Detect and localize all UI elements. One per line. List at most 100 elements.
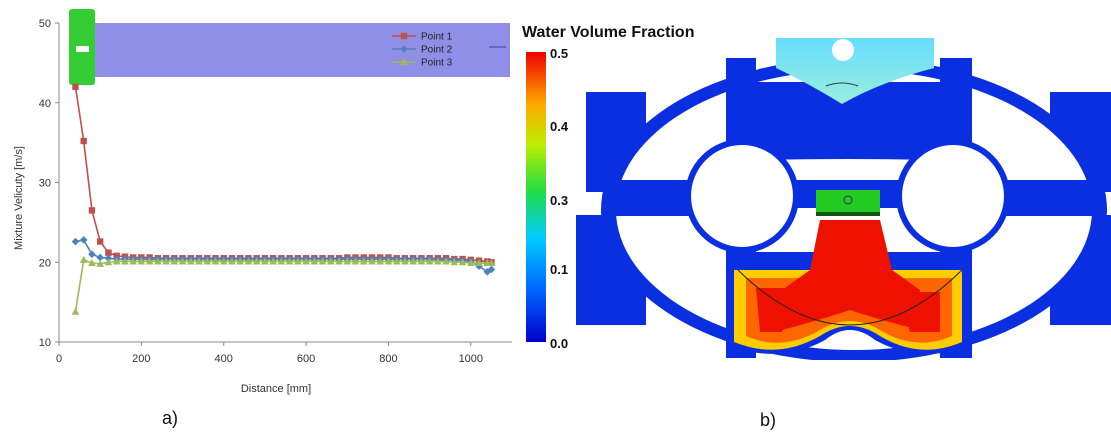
caption-a: a): [162, 408, 179, 428]
legend-label: Point 2: [421, 45, 453, 56]
data-point: [137, 257, 146, 265]
data-point: [96, 253, 104, 262]
data-point: [450, 258, 459, 266]
data-point: [79, 255, 88, 263]
y-tick-label: 10: [39, 337, 51, 349]
data-point: [121, 257, 129, 265]
x-tick-label: 400: [215, 353, 233, 365]
colorbar-gradient: [526, 52, 546, 342]
inlet-arc: [825, 82, 859, 87]
data-point: [310, 257, 319, 265]
data-point: [186, 257, 195, 265]
colorbar-tick-0.1: 0.1: [550, 262, 568, 277]
data-point: [79, 236, 88, 244]
x-tick-label: 200: [132, 353, 150, 365]
data-point: [335, 257, 343, 265]
data-point: [252, 257, 261, 265]
x-tick-label: 600: [297, 353, 315, 365]
y-tick-label: 30: [39, 178, 51, 190]
legend-marker: [400, 58, 408, 65]
data-point: [318, 257, 327, 265]
data-point: [475, 259, 483, 267]
data-point: [327, 257, 335, 265]
series-line: [74, 258, 492, 312]
chart-legend: Point 1 Point 2 Point 3: [392, 32, 453, 69]
data-point: [178, 257, 187, 265]
data-point: [170, 257, 179, 265]
data-point: [277, 257, 286, 265]
data-point: [80, 137, 87, 145]
series-1: [72, 83, 495, 266]
data-point: [392, 257, 401, 265]
series-line: [74, 86, 492, 264]
data-point: [409, 257, 417, 265]
data-point: [487, 265, 496, 274]
data-point: [368, 257, 376, 265]
data-point: [285, 257, 294, 265]
left-rotor-cavity: [685, 139, 799, 253]
legend-label: Point 1: [421, 32, 453, 43]
legend-marker: [400, 45, 408, 53]
data-point: [88, 207, 96, 214]
data-point: [96, 259, 104, 267]
data-point: [88, 250, 96, 259]
legend-marker: [400, 32, 408, 40]
data-point: [105, 249, 112, 256]
data-point: [228, 257, 236, 265]
cfd-contour-figure: Water Volume Fraction 0.5 0.4 0.3 0.1 0.…: [522, 24, 1111, 360]
water-fraction-contour: [734, 220, 963, 350]
series-line: [75, 239, 492, 273]
data-point: [401, 257, 409, 265]
data-point: [351, 257, 360, 265]
right-rotor-cavity: [896, 139, 1010, 253]
inset-flow-band: [83, 23, 510, 77]
data-point: [96, 238, 104, 245]
data-point: [458, 258, 467, 266]
pipe-inset-graphic: [69, 9, 510, 85]
series-3: [71, 255, 496, 315]
data-point: [261, 257, 269, 265]
colorbar-tick-0.3: 0.3: [550, 193, 568, 208]
inlet-region: [776, 38, 934, 104]
data-point: [145, 257, 154, 265]
data-point: [425, 257, 434, 265]
inset-pump-port: [76, 46, 89, 52]
x-tick-label: 0: [56, 353, 62, 365]
data-point: [434, 257, 442, 265]
data-point: [112, 257, 121, 265]
x-tick-label: 800: [379, 353, 397, 365]
y-tick-label: 40: [39, 98, 51, 110]
colorbar-tick-0.0: 0.0: [550, 336, 568, 351]
data-point: [154, 257, 162, 265]
colorbar-tick-0.5: 0.5: [550, 46, 568, 61]
y-axis-label: Mixture Velicuty [m/s]: [13, 146, 25, 250]
data-point: [442, 257, 450, 265]
data-point: [104, 258, 113, 266]
x-axis-label: Distance [mm]: [241, 383, 311, 395]
data-point: [219, 257, 228, 265]
data-point: [236, 257, 244, 265]
data-point: [467, 259, 475, 267]
data-point: [376, 257, 385, 265]
data-point: [343, 257, 352, 265]
legend-label: Point 3: [421, 58, 453, 69]
caption-b: b): [760, 410, 777, 430]
data-point: [269, 257, 277, 265]
data-point: [71, 307, 80, 315]
y-tick-label: 20: [39, 257, 51, 269]
data-point: [162, 257, 170, 265]
data-point: [244, 257, 253, 265]
colorbar-title: Water Volume Fraction: [522, 24, 694, 41]
data-point: [211, 257, 220, 265]
chart-axes: 10 20 30 40 50 0 200 400 600 800 1000: [39, 18, 512, 365]
data-point: [417, 257, 426, 265]
data-point: [384, 257, 393, 265]
data-point: [359, 257, 368, 265]
mid-strip: [816, 190, 880, 212]
data-point: [294, 257, 302, 265]
data-point: [71, 237, 80, 246]
data-point: [88, 259, 96, 267]
inlet-port: [832, 39, 854, 61]
data-point: [483, 268, 492, 276]
